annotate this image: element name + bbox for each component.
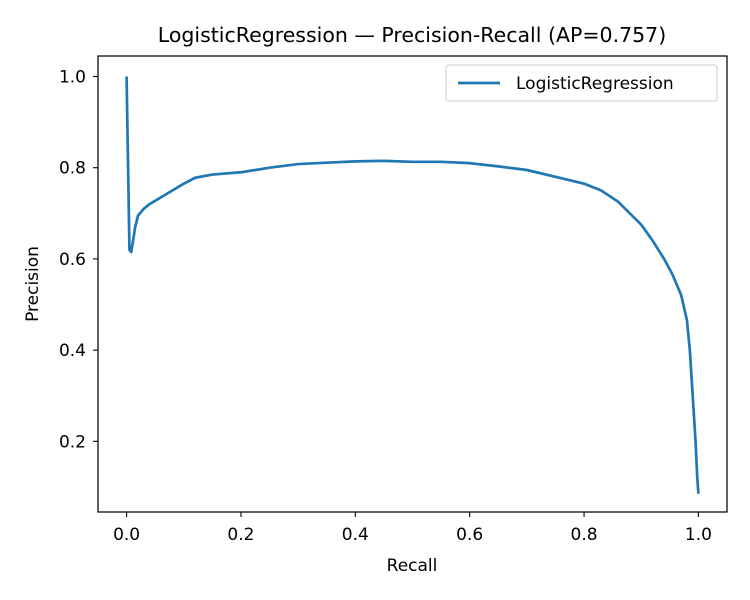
x-axis-label: Recall [387, 556, 438, 576]
plot-area [97, 55, 728, 513]
y-tick-label: 1.0 [59, 68, 86, 88]
y-tick-label: 0.2 [59, 432, 86, 452]
legend-entry-logisticregression: LogisticRegression [516, 74, 674, 94]
y-axis-label: Precision [23, 246, 43, 322]
x-axis: 0.0 0.2 0.4 0.6 0.8 1.0 [113, 512, 712, 545]
legend-box [445, 64, 718, 102]
y-tick-label: 0.6 [59, 250, 86, 270]
x-tick-label: 0.0 [113, 525, 140, 545]
plot-frame [97, 55, 728, 513]
x-tick-label: 0.4 [342, 525, 369, 545]
series-line-logisticregression [125, 76, 700, 494]
y-tick-label: 0.4 [59, 341, 86, 361]
y-tick-label: 0.8 [59, 159, 86, 179]
y-axis: 0.2 0.4 0.6 0.8 1.0 [59, 68, 98, 452]
plot-background [98, 56, 727, 512]
legend: LogisticRegression [445, 64, 718, 102]
x-tick-label: 1.0 [685, 525, 712, 545]
x-tick-label: 0.2 [227, 525, 254, 545]
x-tick-label: 0.8 [571, 525, 598, 545]
chart-title: LogisticRegression — Precision-Recall (A… [158, 23, 666, 47]
x-tick-label: 0.6 [456, 525, 483, 545]
